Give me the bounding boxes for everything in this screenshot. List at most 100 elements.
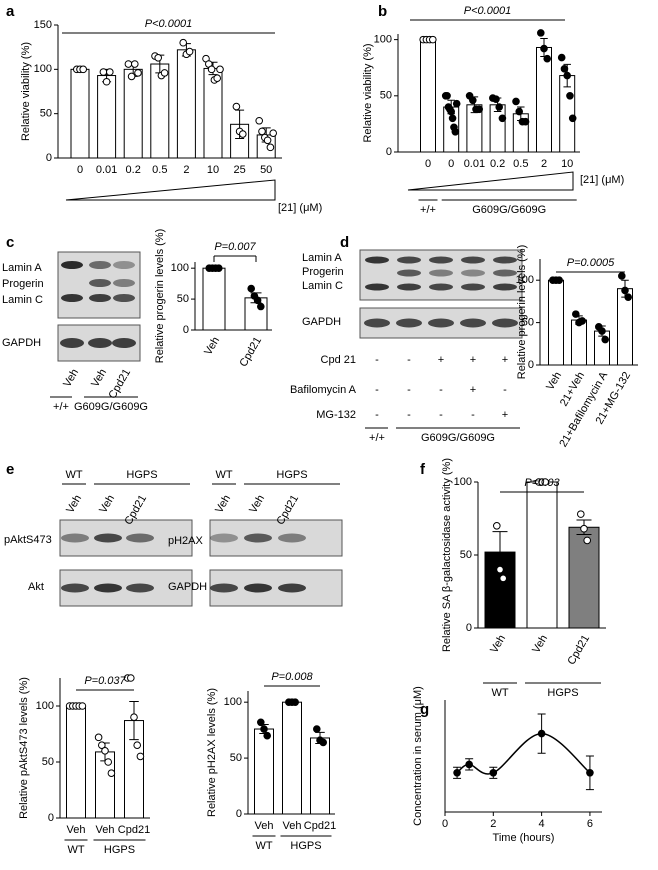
data-point: [492, 95, 500, 103]
panel-label: f: [420, 461, 426, 478]
blot-band: [60, 338, 84, 348]
y-tick-label: 50: [40, 108, 52, 120]
band-label: GAPDH: [302, 316, 341, 328]
x-tick-label: 0.2: [490, 158, 505, 170]
data-point: [429, 35, 437, 44]
x-tick-label: 0: [425, 158, 431, 170]
concentration-wedge: [65, 179, 276, 201]
data-point: [451, 127, 460, 136]
x-tick-label: Veh: [530, 633, 550, 655]
x-tick-label: Veh: [202, 335, 222, 357]
data-point: [601, 335, 610, 344]
x-tick-label: 0.01: [464, 158, 485, 170]
panel-label: g: [420, 701, 429, 718]
group-label: WT: [255, 840, 272, 852]
band-label: pAktS473: [4, 534, 52, 546]
x-tick-label: Veh: [96, 824, 115, 836]
panel-label: c: [6, 234, 14, 251]
blot-band: [61, 294, 83, 302]
bar: [568, 526, 600, 629]
blot-band: [94, 533, 122, 543]
y-axis-label: Relative viability (%): [20, 42, 32, 141]
blot-band: [397, 269, 421, 277]
treatment-sign: -: [407, 354, 411, 366]
data-point: [131, 60, 139, 68]
blot-band: [397, 283, 421, 291]
bar: [526, 481, 558, 629]
data-point: [452, 99, 461, 108]
blot-band: [493, 269, 517, 277]
data-point: [179, 38, 187, 47]
band-label: Lamin A: [2, 262, 42, 274]
group-label: +/+: [369, 432, 385, 444]
data-point: [598, 327, 606, 335]
y-axis-label: Relative pAktS473 levels (%): [18, 677, 30, 819]
blot-band: [429, 269, 453, 277]
data-point: [495, 103, 504, 111]
x-tick-label: 10: [561, 158, 573, 170]
data-point: [160, 69, 169, 77]
blot-band: [126, 533, 154, 543]
treatment-sign: +: [502, 409, 508, 421]
x-tick-label: Veh: [544, 370, 564, 392]
band-label: pH2AX: [168, 535, 204, 547]
data-point: [134, 69, 142, 77]
blot-band: [113, 261, 135, 269]
bar: [254, 728, 274, 815]
data-point: [496, 565, 504, 574]
y-axis-label: Relative progerin levels (%): [154, 229, 166, 364]
y-axis-label: Relative pH2AX levels (%): [206, 688, 218, 817]
data-point: [154, 54, 162, 62]
treatment-sign: +: [470, 354, 476, 366]
panel-label: b: [378, 3, 387, 20]
data-point: [260, 725, 268, 733]
group-label: WT: [491, 687, 508, 699]
x-tick-label: 0: [442, 818, 448, 830]
treatment-sign: +: [438, 354, 444, 366]
group-label: +/+: [53, 401, 69, 413]
data-point: [263, 731, 272, 740]
x-tick-label: Cpd21: [566, 633, 593, 667]
p-value: P<0.0001: [464, 5, 511, 17]
data-point: [499, 574, 508, 583]
group-label: WT: [65, 469, 82, 481]
group-label: +/+: [420, 204, 436, 216]
blot-band: [397, 256, 421, 264]
band-label: GAPDH: [168, 581, 207, 593]
data-point: [319, 738, 328, 747]
data-point: [253, 296, 262, 305]
data-point: [489, 769, 498, 777]
data-point: [313, 725, 321, 733]
x-tick-label: 2: [490, 818, 496, 830]
x-tick-label: 0.5: [152, 164, 167, 176]
data-point: [232, 102, 241, 111]
data-point: [107, 769, 116, 778]
blot-band: [210, 583, 238, 593]
blot-band: [126, 583, 154, 593]
blot-band: [113, 294, 135, 302]
p-value: P<0.0001: [145, 18, 192, 30]
band-label: Lamin C: [2, 294, 43, 306]
lane-label: Cpd21: [107, 367, 134, 401]
x-tick-label: 0: [77, 164, 83, 176]
x-tick-label: 2: [541, 158, 547, 170]
data-point: [448, 114, 457, 123]
data-point: [586, 769, 594, 777]
y-axis-label: Relative viability (%): [362, 43, 374, 142]
treatment-sign: -: [439, 409, 443, 421]
data-point: [266, 143, 275, 152]
treatment-sign: -: [375, 409, 379, 421]
data-point: [577, 510, 585, 518]
y-tick-label: 0: [466, 622, 472, 634]
blot-band: [493, 256, 517, 264]
x-tick-label: Cpd21: [118, 824, 150, 836]
data-point: [469, 96, 477, 105]
data-point: [537, 29, 545, 37]
data-point: [130, 713, 138, 722]
data-point: [566, 92, 574, 100]
treatment-sign: -: [503, 384, 507, 396]
blot-band: [461, 269, 485, 277]
data-point: [572, 310, 580, 318]
fit-line: [456, 732, 591, 775]
